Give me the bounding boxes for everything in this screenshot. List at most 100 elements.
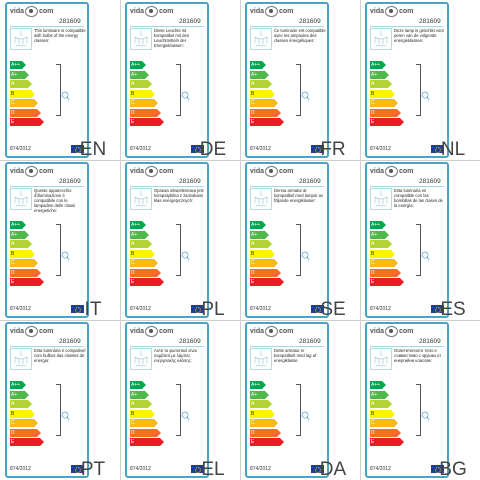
header-divider: [250, 26, 324, 27]
energy-class-bar: B: [250, 409, 275, 418]
energy-class-bar: A: [10, 80, 32, 88]
logo-mark-icon: [25, 6, 39, 17]
product-code: 281609: [419, 178, 441, 185]
brand-logo: vida com: [10, 6, 53, 17]
energy-class-bar: D: [370, 108, 401, 117]
energy-class-scale: A++ A+ A B C D E: [370, 221, 404, 288]
energy-label-panel: vida com 281609 Осветителното тяло е съв…: [365, 322, 449, 478]
brand-text: vida: [130, 168, 145, 175]
chandelier-icon: [130, 188, 152, 210]
brand-suffix: com: [279, 8, 294, 15]
product-code: 281609: [179, 178, 201, 185]
energy-class-scale: A++ A+ A B C D E: [10, 221, 44, 288]
brand-logo: vida com: [10, 166, 53, 177]
eu-flag-icon: [431, 145, 444, 153]
energy-class-bar: C: [130, 99, 158, 107]
grid-divider: [240, 0, 241, 480]
energy-class-bar: E: [130, 118, 164, 126]
class-range-bracket: [176, 384, 181, 436]
brand-suffix: com: [159, 8, 174, 15]
brand-text: vida: [10, 168, 25, 175]
logo-mark-icon: [25, 166, 39, 177]
logo-mark-icon: [145, 166, 159, 177]
energy-class-bar: A+: [10, 230, 29, 239]
bulb-icon: [301, 411, 310, 421]
bulb-icon: [421, 411, 430, 421]
class-range-bracket: [296, 224, 301, 276]
energy-class-bar: C: [370, 99, 398, 107]
bulb-icon: [181, 411, 190, 421]
energy-label-panel: vida com 281609 Αυτό το φωτιστικό είναι …: [125, 322, 209, 478]
compatibility-text: Diese Leuchte ist kompatibel mit den Leu…: [154, 28, 190, 48]
header-divider: [370, 186, 444, 187]
product-code: 281609: [59, 178, 81, 185]
header-divider: [10, 186, 84, 187]
energy-class-bar: C: [370, 419, 398, 427]
energy-class-bar: D: [10, 428, 41, 437]
bulb-icon: [301, 91, 310, 101]
energy-class-bar: A: [250, 240, 272, 248]
chandelier-icon: [250, 188, 272, 210]
class-range-bracket: [176, 224, 181, 276]
energy-class-bar: A: [370, 80, 392, 88]
regulation-number: 874/2012: [370, 466, 391, 472]
language-code: FR: [320, 139, 346, 160]
eu-flag-icon: [71, 145, 84, 153]
brand-text: vida: [370, 8, 385, 15]
regulation-number: 874/2012: [250, 466, 271, 472]
brand-text: vida: [130, 8, 145, 15]
energy-class-bar: B: [370, 89, 395, 98]
energy-label-cell: vida com 281609 Αυτό το φωτιστικό είναι …: [120, 320, 240, 480]
chandelier-icon: [130, 28, 152, 50]
chandelier-icon: [10, 28, 32, 50]
chandelier-icon: [250, 28, 272, 50]
logo-mark-icon: [265, 166, 279, 177]
energy-class-bar: C: [10, 419, 38, 427]
language-code: SE: [320, 299, 346, 320]
energy-class-bar: D: [250, 108, 281, 117]
energy-class-bar: E: [10, 118, 44, 126]
eu-flag-icon: [311, 465, 324, 473]
energy-class-scale: A++ A+ A B C D E: [370, 381, 404, 448]
energy-class-bar: A++: [10, 61, 26, 69]
energy-class-bar: B: [130, 89, 155, 98]
energy-class-bar: B: [370, 249, 395, 258]
class-range-bracket: [56, 384, 61, 436]
energy-class-bar: A+: [250, 230, 269, 239]
energy-class-bar: A: [370, 400, 392, 408]
brand-logo: vida com: [370, 326, 413, 337]
brand-suffix: com: [399, 328, 414, 335]
eu-flag-icon: [311, 145, 324, 153]
brand-suffix: com: [39, 8, 54, 15]
energy-class-bar: A+: [250, 390, 269, 399]
energy-class-bar: A+: [250, 70, 269, 79]
energy-class-scale: A++ A+ A B C D E: [250, 381, 284, 448]
class-range-bracket: [296, 64, 301, 116]
energy-label-panel: vida com 281609 Ce luminaire est compati…: [245, 2, 329, 158]
product-code: 281609: [419, 18, 441, 25]
brand-suffix: com: [399, 168, 414, 175]
compatibility-text: Questo apparecchio d'illuminazione è com…: [34, 188, 75, 213]
energy-class-bar: D: [370, 428, 401, 437]
product-code: 281609: [419, 338, 441, 345]
energy-label-panel: vida com 281609 This luminaire is compat…: [5, 2, 89, 158]
energy-class-bar: C: [10, 259, 38, 267]
logo-mark-icon: [145, 6, 159, 17]
energy-class-scale: A++ A+ A B C D E: [130, 61, 164, 128]
bulb-icon: [181, 91, 190, 101]
language-code: EN: [79, 139, 107, 160]
brand-suffix: com: [39, 168, 54, 175]
energy-class-bar: A: [370, 240, 392, 248]
energy-label-cell: vida com 281609 Diese Leuchte ist kompat…: [120, 0, 240, 160]
regulation-number: 874/2012: [10, 466, 31, 472]
energy-class-bar: C: [130, 419, 158, 427]
energy-class-bar: C: [250, 99, 278, 107]
energy-label-panel: vida com 281609 Deze lamp is geschikt vo…: [365, 2, 449, 158]
energy-class-bar: E: [250, 278, 284, 286]
grid-divider: [0, 320, 480, 321]
brand-logo: vida com: [370, 6, 413, 17]
energy-class-bar: D: [370, 268, 401, 277]
brand-text: vida: [250, 328, 265, 335]
language-code: BG: [439, 459, 467, 480]
